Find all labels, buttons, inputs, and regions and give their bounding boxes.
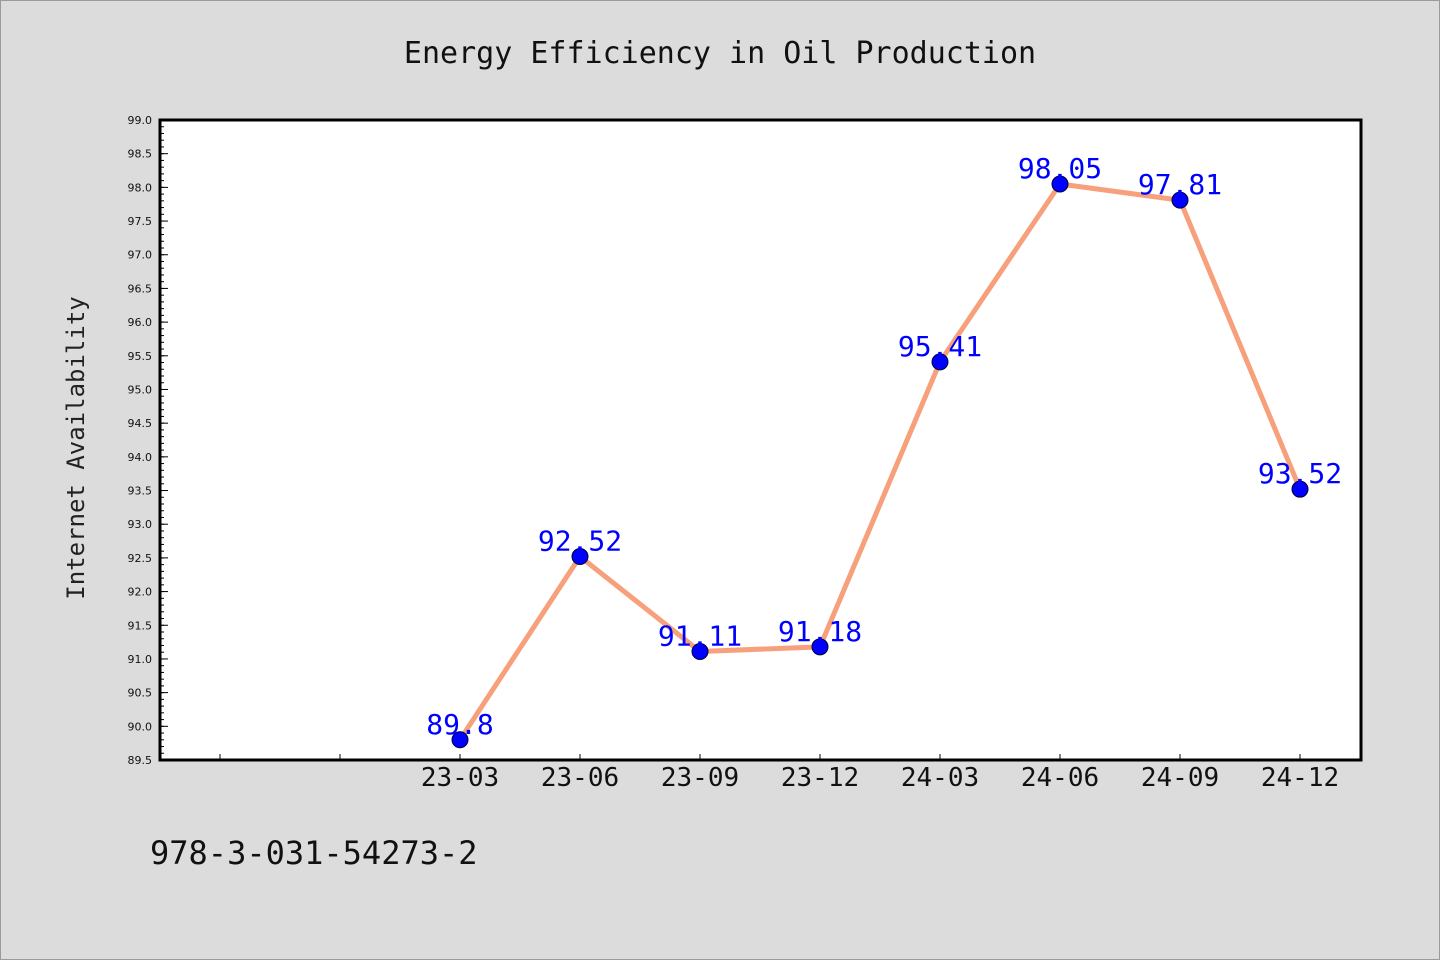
data-point — [811, 638, 829, 656]
y-tick-label: 95.5 — [128, 350, 153, 363]
y-tick-label: 94.0 — [128, 451, 153, 464]
data-label: 91.18 — [778, 615, 862, 648]
data-point — [1051, 175, 1069, 193]
y-tick-label: 93.5 — [128, 485, 153, 498]
y-tick-label: 99.0 — [128, 114, 153, 127]
chart-title: Energy Efficiency in Oil Production — [404, 36, 1036, 71]
data-point — [691, 643, 709, 661]
data-point — [451, 731, 469, 749]
x-axis: 23-03 23-06 23-09 23-12 24-03 24-06 24-09 24-12 — [219, 754, 1339, 793]
data-label: 95.41 — [898, 330, 982, 363]
y-tick-label: 96.5 — [128, 282, 153, 295]
y-tick-label: 94.5 — [128, 417, 153, 430]
y-tick-label: 97.0 — [128, 249, 153, 262]
data-label: 92.52 — [538, 525, 622, 558]
y-tick-label: 96.0 — [128, 316, 153, 329]
y-tick-label: 95.0 — [128, 383, 153, 396]
y-tick-label: 93.0 — [128, 518, 153, 531]
data-point — [931, 353, 949, 371]
x-tick-label: 24-06 — [1021, 763, 1099, 793]
y-tick-label: 91.5 — [128, 619, 153, 632]
plot-area — [158, 118, 1363, 762]
y-tick-label: 90.5 — [128, 687, 153, 700]
y-axis-label: Internet Availability — [62, 296, 90, 599]
x-tick-label: 24-12 — [1261, 763, 1339, 793]
data-label: 89.8 — [426, 708, 493, 741]
y-tick-label: 97.5 — [128, 215, 153, 228]
x-tick-label: 23-12 — [781, 763, 859, 793]
data-label: 97.81 — [1138, 168, 1222, 201]
data-point — [1291, 480, 1309, 498]
data-label: 98.05 — [1018, 152, 1102, 185]
series-efficiency: 89.8 92.52 91.11 91.18 95.41 98.05 97.81 93.52 — [426, 152, 1342, 749]
data-point — [1171, 191, 1189, 209]
y-tick-label: 98.5 — [128, 148, 153, 161]
y-tick-label: 90.0 — [128, 720, 153, 733]
x-tick-label: 23-09 — [661, 763, 739, 793]
series-line — [457, 181, 1303, 742]
data-point — [571, 548, 589, 566]
x-tick-label: 24-03 — [901, 763, 979, 793]
data-label: 91.11 — [658, 620, 742, 653]
y-tick-label: 98.0 — [128, 181, 153, 194]
y-tick-label: 92.0 — [128, 586, 153, 599]
y-tick-label: 92.5 — [128, 552, 153, 565]
x-tick-label: 24-09 — [1141, 763, 1219, 793]
y-tick-label: 91.0 — [128, 653, 153, 666]
y-tick-label: 89.5 — [128, 754, 153, 767]
data-label: 93.52 — [1258, 457, 1342, 490]
x-tick-label: 23-03 — [421, 763, 499, 793]
x-tick-label: 23-06 — [541, 763, 619, 793]
footer-identifier: 978-3-031-54273-2 — [150, 834, 478, 872]
y-axis: 89.5 90.0 90.5 91.0 91.5 92.0 92.5 93.0 93.5 94.0… — [128, 114, 168, 767]
